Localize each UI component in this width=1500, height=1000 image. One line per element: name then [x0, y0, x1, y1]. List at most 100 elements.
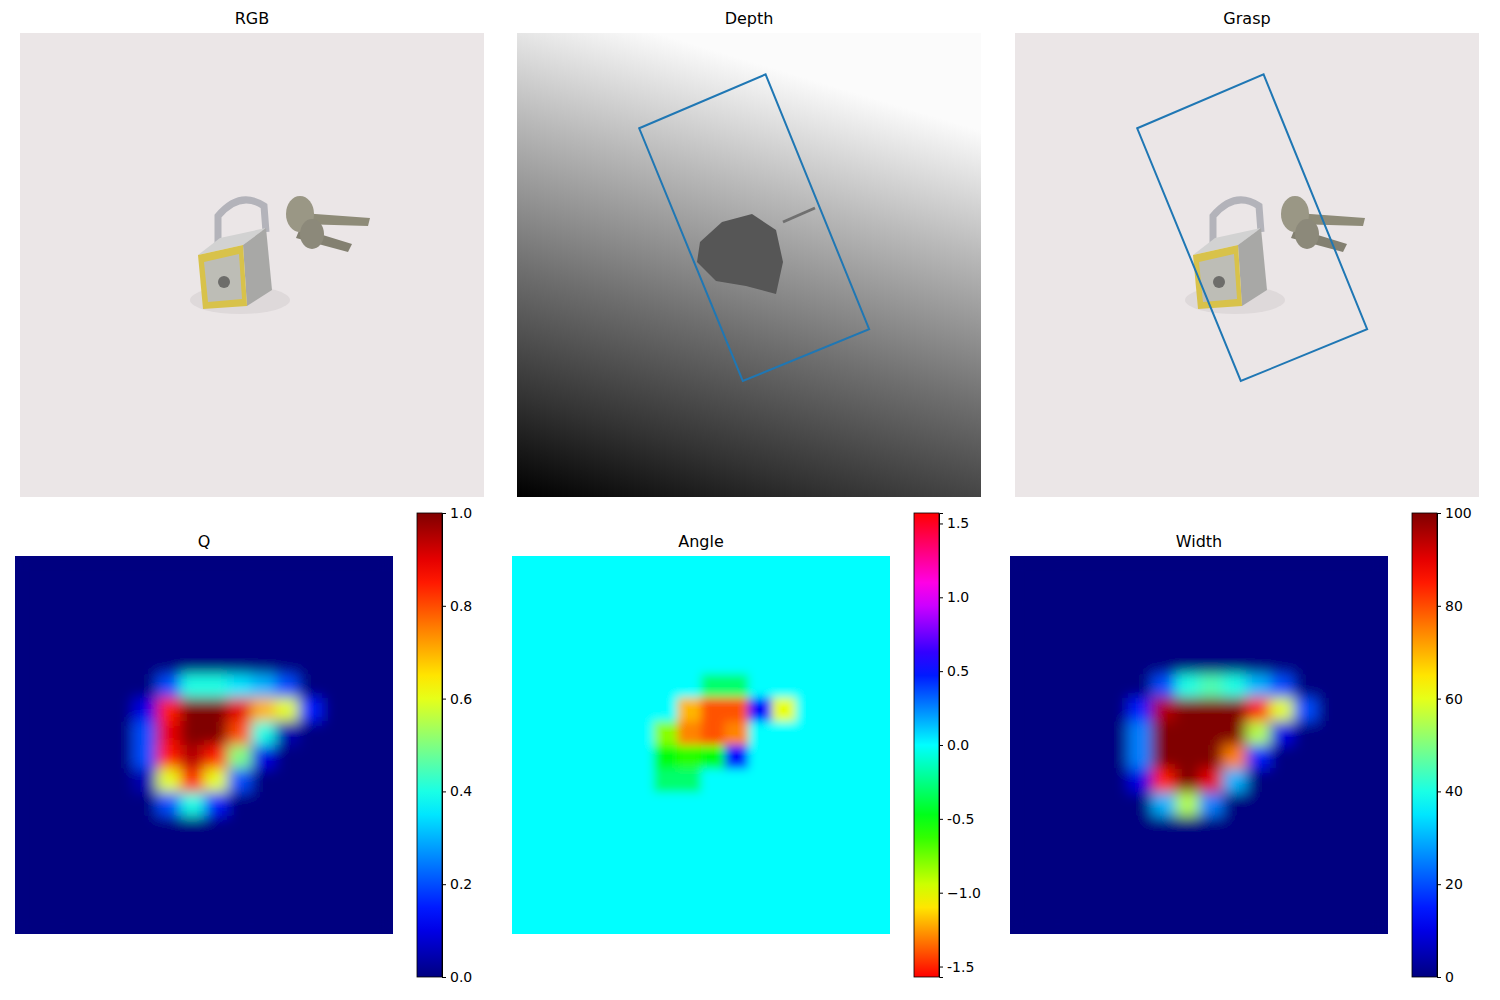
heatmap-cell [630, 651, 654, 675]
heatmap-cell [536, 887, 560, 911]
heatmap-cell [725, 863, 749, 887]
heatmap-cell [607, 627, 631, 651]
heatmap-cell [866, 627, 890, 651]
heatmap-cell [512, 627, 536, 651]
colorbar-tick: 0.0 [939, 737, 969, 753]
heatmap-cell [1294, 721, 1318, 745]
heatmap-cell [322, 745, 346, 769]
heatmap-cell [654, 910, 678, 934]
heatmap-cell [866, 698, 890, 722]
heatmap-cells [1010, 556, 1388, 934]
heatmap-cell [251, 745, 275, 769]
heatmap-cell [512, 556, 536, 580]
colorbar-tick: 0.6 [442, 691, 472, 707]
heatmap-cell [1105, 627, 1129, 651]
heatmap-cell [1294, 627, 1318, 651]
heatmap-cell [180, 651, 204, 675]
heatmap-cell [1246, 910, 1270, 934]
heatmap-cell [1270, 721, 1294, 745]
heatmap-cell [1294, 769, 1318, 793]
heatmap-cell [133, 698, 157, 722]
heatmap-cell [725, 910, 749, 934]
heatmap-cell [843, 745, 867, 769]
heatmap-cell [251, 674, 275, 698]
colorbar-axis-line [443, 514, 447, 978]
heatmap-cell [512, 580, 536, 604]
heatmap-cell [1317, 651, 1341, 675]
heatmap-cell [866, 580, 890, 604]
panel-image: Grasp [1015, 9, 1479, 497]
colorbar-fill [417, 513, 442, 977]
heatmap-cell [748, 745, 772, 769]
heatmap-cell [796, 603, 820, 627]
heatmap-cell [1294, 674, 1318, 698]
heatmap-cell [39, 556, 63, 580]
heatmap-cell [110, 556, 134, 580]
heatmap-cell [1081, 603, 1105, 627]
heatmap-cell [251, 580, 275, 604]
heatmap-cell [1152, 580, 1176, 604]
heatmap-cell [346, 816, 370, 840]
heatmap-cell [157, 840, 181, 864]
heatmap-cell [1317, 556, 1341, 580]
heatmap-cell [512, 887, 536, 911]
heatmap-cell [630, 792, 654, 816]
heatmap-cell [1105, 580, 1129, 604]
heatmap-cell [630, 721, 654, 745]
heatmap-cell [654, 887, 678, 911]
colorbar-tick-mark [442, 791, 446, 792]
heatmap-cell [819, 863, 843, 887]
heatmap-cell [1152, 816, 1176, 840]
heatmap-cell [701, 698, 725, 722]
heatmap-cell [1294, 840, 1318, 864]
heatmap-cell [369, 887, 393, 911]
heatmap-cell [1175, 745, 1199, 769]
heatmap-cell [275, 580, 299, 604]
heatmap-cell [275, 769, 299, 793]
heatmap-cell [1341, 651, 1365, 675]
heatmap-cell [559, 580, 583, 604]
heatmap-cell [110, 698, 134, 722]
heatmap-cell [1152, 674, 1176, 698]
heatmap-cell [275, 840, 299, 864]
colorbar-tick-mark [1437, 513, 1441, 514]
heatmap-cell [1175, 556, 1199, 580]
heatmap-cell [1034, 721, 1058, 745]
heatmap-cell [772, 745, 796, 769]
heatmap-cell [133, 651, 157, 675]
heatmap-cell [39, 603, 63, 627]
heatmap-cell [62, 863, 86, 887]
heatmap-cell [796, 792, 820, 816]
heatmap-cell [39, 769, 63, 793]
heatmap-cell [1010, 745, 1034, 769]
heatmap-cell [748, 651, 772, 675]
heatmap-cell [228, 651, 252, 675]
heatmap-cell [1223, 816, 1247, 840]
heatmap-cell [512, 769, 536, 793]
heatmap-cell [15, 792, 39, 816]
heatmap-cell [1246, 840, 1270, 864]
heatmap-cell [512, 603, 536, 627]
heatmap-cell [251, 792, 275, 816]
colorbar-tick: 40 [1437, 783, 1463, 799]
heatmap-cell [204, 887, 228, 911]
heatmap-cell [369, 698, 393, 722]
heatmap-cell [1057, 556, 1081, 580]
heatmap-cell [677, 603, 701, 627]
panel-heatmap: Q0.00.20.40.60.81.0 [15, 505, 472, 985]
heatmap-cell [157, 745, 181, 769]
heatmap-cell [583, 769, 607, 793]
heatmap-cell [204, 580, 228, 604]
heatmap-cell [583, 887, 607, 911]
heatmap-cell [39, 698, 63, 722]
colorbar-tick: 0 [1437, 969, 1454, 985]
heatmap-cell [1364, 816, 1388, 840]
heatmap-cell [62, 887, 86, 911]
heatmap-cell [607, 840, 631, 864]
heatmap-cell [1246, 863, 1270, 887]
heatmap-cell [369, 745, 393, 769]
heatmap-cell [1081, 792, 1105, 816]
heatmap-cell [86, 769, 110, 793]
heatmap-cell [346, 627, 370, 651]
colorbar-tick-label: 60 [1445, 691, 1463, 707]
